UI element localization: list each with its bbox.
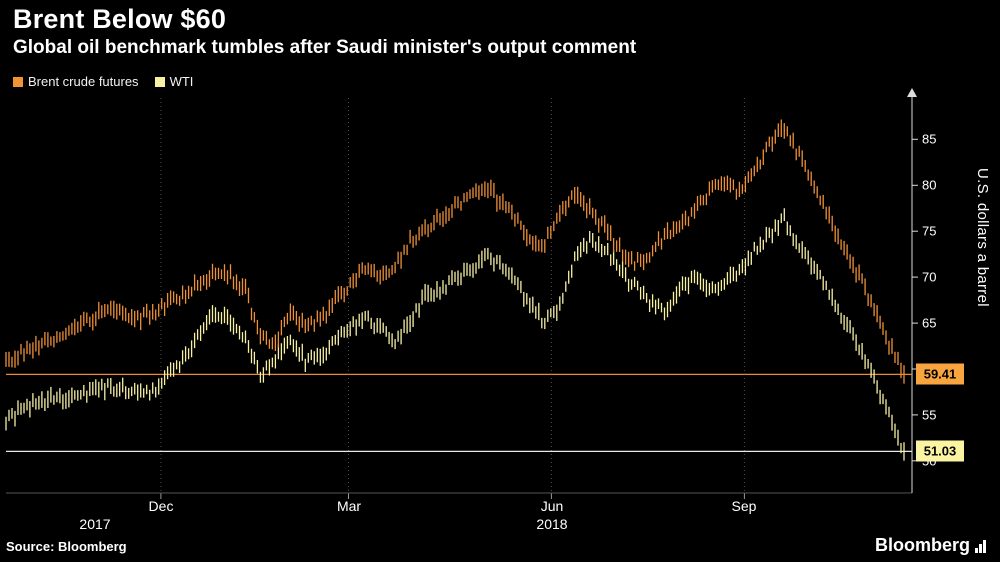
- x-tick-jun: Jun: [540, 498, 564, 514]
- wti-last-price-badge: 51.03: [916, 440, 964, 462]
- y-tick-85: 85: [922, 131, 937, 147]
- bloomberg-bars-icon: [975, 540, 986, 556]
- y-tick-55: 55: [922, 407, 937, 423]
- bloomberg-wordmark: Bloomberg: [874, 535, 970, 555]
- bloomberg-logo: Bloomberg: [875, 535, 986, 556]
- brent-legend-label: Brent crude futures: [28, 74, 139, 89]
- x-tick-sep: Sep: [731, 498, 757, 514]
- source-credit: Source: Bloomberg: [6, 539, 127, 554]
- x-tick-dec: Dec: [148, 498, 174, 514]
- wti-color-swatch: [154, 76, 165, 87]
- y-tick-70: 70: [922, 269, 937, 285]
- wti-legend-label: WTI: [169, 74, 194, 89]
- x-year-2017: 2017: [79, 516, 111, 532]
- legend-item-wti: WTI: [154, 74, 194, 89]
- x-tick-mar: Mar: [336, 498, 362, 514]
- brent-color-swatch: [13, 76, 23, 87]
- y-tick-75: 75: [922, 223, 937, 239]
- y-tick-80: 80: [922, 177, 937, 193]
- y-axis-title: U.S. dollars a barrel: [974, 168, 991, 307]
- page-title: Brent Below $60: [13, 4, 227, 34]
- chart-subtitle: Global oil benchmark tumbles after Saudi…: [13, 37, 637, 58]
- y-tick-65: 65: [922, 315, 937, 331]
- brent-last-price-badge: 59.41: [916, 363, 964, 385]
- legend: Brent crude futures WTI: [13, 74, 193, 89]
- x-year-2018: 2018: [536, 516, 568, 532]
- legend-item-brent: Brent crude futures: [13, 74, 139, 89]
